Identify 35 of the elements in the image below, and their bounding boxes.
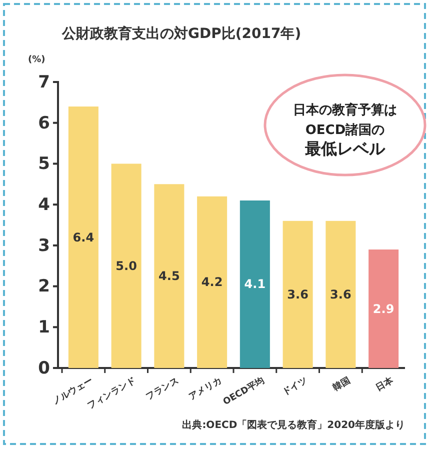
- annotation: 最低レベル: [304, 139, 386, 158]
- data-label: 3.6: [287, 287, 308, 302]
- bar: [197, 196, 228, 368]
- y-tick-label: 4: [38, 195, 50, 216]
- x-tick-label: ドイツ: [280, 376, 310, 398]
- bar: [368, 250, 399, 368]
- bar: [326, 220, 356, 368]
- bar: [282, 220, 313, 368]
- y-tick-label: 2: [38, 276, 50, 297]
- x-tick-label: フランス: [144, 376, 181, 403]
- data-label: 4.2: [201, 275, 223, 290]
- annotation: 日本の教育予算は: [293, 102, 397, 118]
- bar: [68, 106, 98, 368]
- y-tick-label: 7: [38, 72, 50, 92]
- x-tick-label: 日本: [374, 374, 396, 394]
- data-label: 6.4: [72, 230, 94, 244]
- data-label: 5.0: [116, 258, 137, 273]
- annotation: OECD諸国の: [305, 122, 385, 138]
- y-tick-label: 3: [38, 236, 50, 256]
- bar: [154, 184, 184, 368]
- y-axis-title: (%): [28, 55, 46, 65]
- y-tick-label: 0: [38, 358, 50, 378]
- bar: [240, 200, 270, 368]
- y-tick-label: 5: [38, 154, 50, 174]
- bar: [111, 164, 142, 368]
- data-label: 4.1: [244, 277, 266, 292]
- x-tick-label: 韓国: [331, 375, 352, 394]
- data-label: 4.5: [158, 269, 180, 284]
- y-tick-label: 6: [38, 113, 50, 134]
- source-note: 出典:OECD「図表で見る教育」2020年度版より: [182, 419, 405, 431]
- y-tick-label: 1: [38, 318, 50, 338]
- x-tick-label: アメリカ: [187, 376, 224, 403]
- data-label: 2.9: [372, 302, 394, 316]
- chart-title: 公財政教育支出の対GDP比(2017年): [61, 25, 302, 42]
- data-label: 3.6: [330, 287, 352, 302]
